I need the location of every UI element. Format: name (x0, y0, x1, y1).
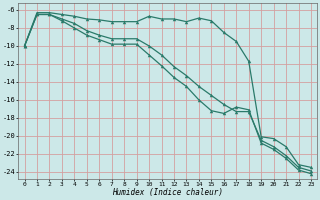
X-axis label: Humidex (Indice chaleur): Humidex (Indice chaleur) (112, 188, 223, 197)
